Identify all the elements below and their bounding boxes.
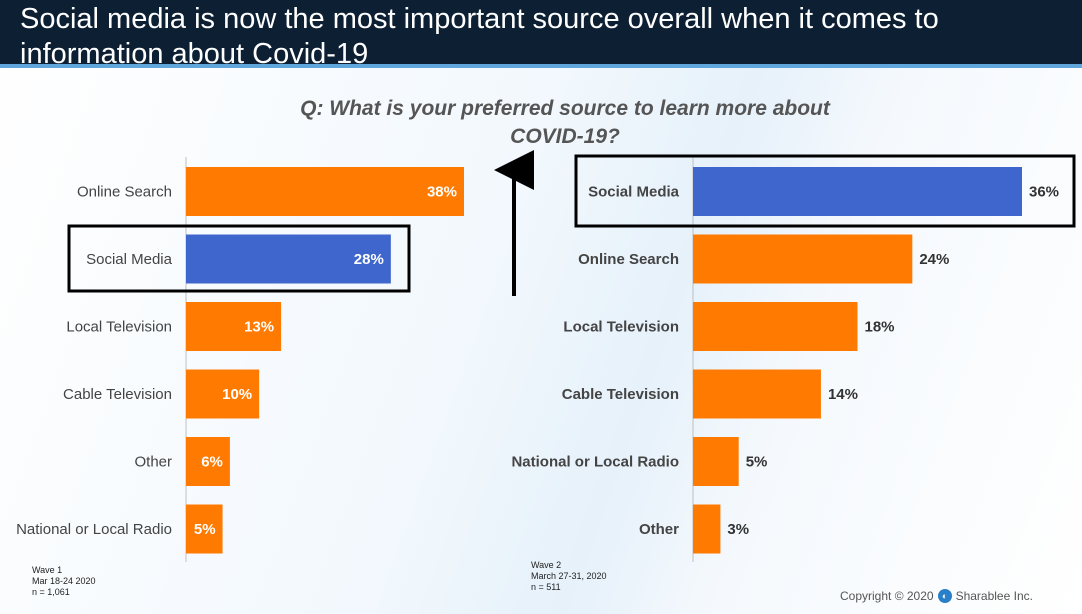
wave1-dates: Mar 18-24 2020: [32, 576, 96, 586]
category-label-other: Other: [639, 521, 679, 538]
category-label-social-media: Social Media: [588, 184, 680, 201]
survey-question: Q: What is your preferred source to lear…: [300, 97, 830, 148]
category-label-other: Other: [134, 454, 172, 471]
category-label-local-television: Local Television: [66, 319, 172, 336]
value-label-social-media: 36%: [1029, 184, 1059, 201]
bar-national-or-local-radio: [186, 504, 223, 554]
wave1-chart: Online Search 38% Social Media 28% Local Tel…: [16, 157, 464, 562]
category-label-online-search: Online Search: [578, 251, 679, 268]
wave1-sample: n = 1,061: [32, 587, 70, 597]
highlight-box: [574, 154, 1076, 228]
copyright-notice: Copyright © 2020 ◐ Sharablee Inc.: [840, 589, 1033, 603]
bar-local-television: [186, 302, 282, 351]
brand-logo-icon: ◐: [937, 589, 952, 603]
category-label-cable-television: Cable Television: [562, 386, 679, 403]
bar-other: [693, 504, 721, 554]
wave2-dates: March 27-31, 2020: [531, 571, 607, 581]
category-label-cable-television: Cable Television: [63, 386, 172, 403]
copyright-brand: Sharablee Inc.: [955, 589, 1033, 603]
bar-social-media: [186, 234, 391, 284]
category-label-online-search: Online Search: [77, 184, 172, 201]
value-label-cable-television: 14%: [828, 386, 858, 403]
value-label-national-or-local-radio: 5%: [194, 521, 216, 538]
value-label-local-television: 13%: [244, 319, 274, 336]
wave1-label: Wave 1: [32, 565, 63, 575]
wave2-chart: Social Media 36% Online Search 24% Local Tel…: [511, 154, 1076, 562]
copyright-text: Copyright © 2020: [840, 589, 934, 603]
slide-title: Social media is now the most important s…: [20, 3, 939, 70]
value-label-cable-television: 10%: [222, 386, 252, 403]
bar-cable-television: [693, 369, 821, 419]
wave2-sample: n = 511: [531, 582, 561, 592]
wave1-note: Wave 1 Mar 18-24 2020 n = 1,061: [32, 565, 96, 598]
wave2-note: Wave 2 March 27-31, 2020 n = 511: [531, 560, 607, 593]
bar-local-television: [693, 302, 858, 351]
category-label-local-television: Local Television: [563, 319, 679, 336]
value-label-local-television: 18%: [865, 319, 895, 336]
bar-national-or-local-radio: [693, 437, 739, 486]
highlight-box: [67, 224, 411, 293]
value-label-other: 6%: [201, 454, 223, 471]
value-label-other: 3%: [727, 521, 749, 538]
category-label-national-or-local-radio: National or Local Radio: [16, 521, 172, 538]
wave2-label: Wave 2: [531, 560, 562, 570]
title-bar: Social media is now the most important s…: [0, 0, 1082, 70]
bar-other: [186, 437, 230, 486]
bar-online-search: [693, 234, 913, 284]
bar-online-search: [186, 167, 464, 216]
category-label-social-media: Social Media: [86, 251, 173, 268]
bar-social-media: [693, 167, 1022, 216]
bar-cable-television: [186, 369, 260, 419]
value-label-online-search: 38%: [427, 184, 457, 201]
category-label-national-or-local-radio: National or Local Radio: [511, 454, 679, 471]
value-label-social-media: 28%: [354, 251, 384, 268]
value-label-national-or-local-radio: 5%: [746, 454, 768, 471]
value-label-online-search: 24%: [919, 251, 949, 268]
